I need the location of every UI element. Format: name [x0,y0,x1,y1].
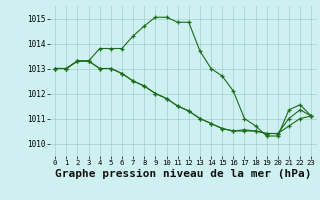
X-axis label: Graphe pression niveau de la mer (hPa): Graphe pression niveau de la mer (hPa) [55,169,311,179]
